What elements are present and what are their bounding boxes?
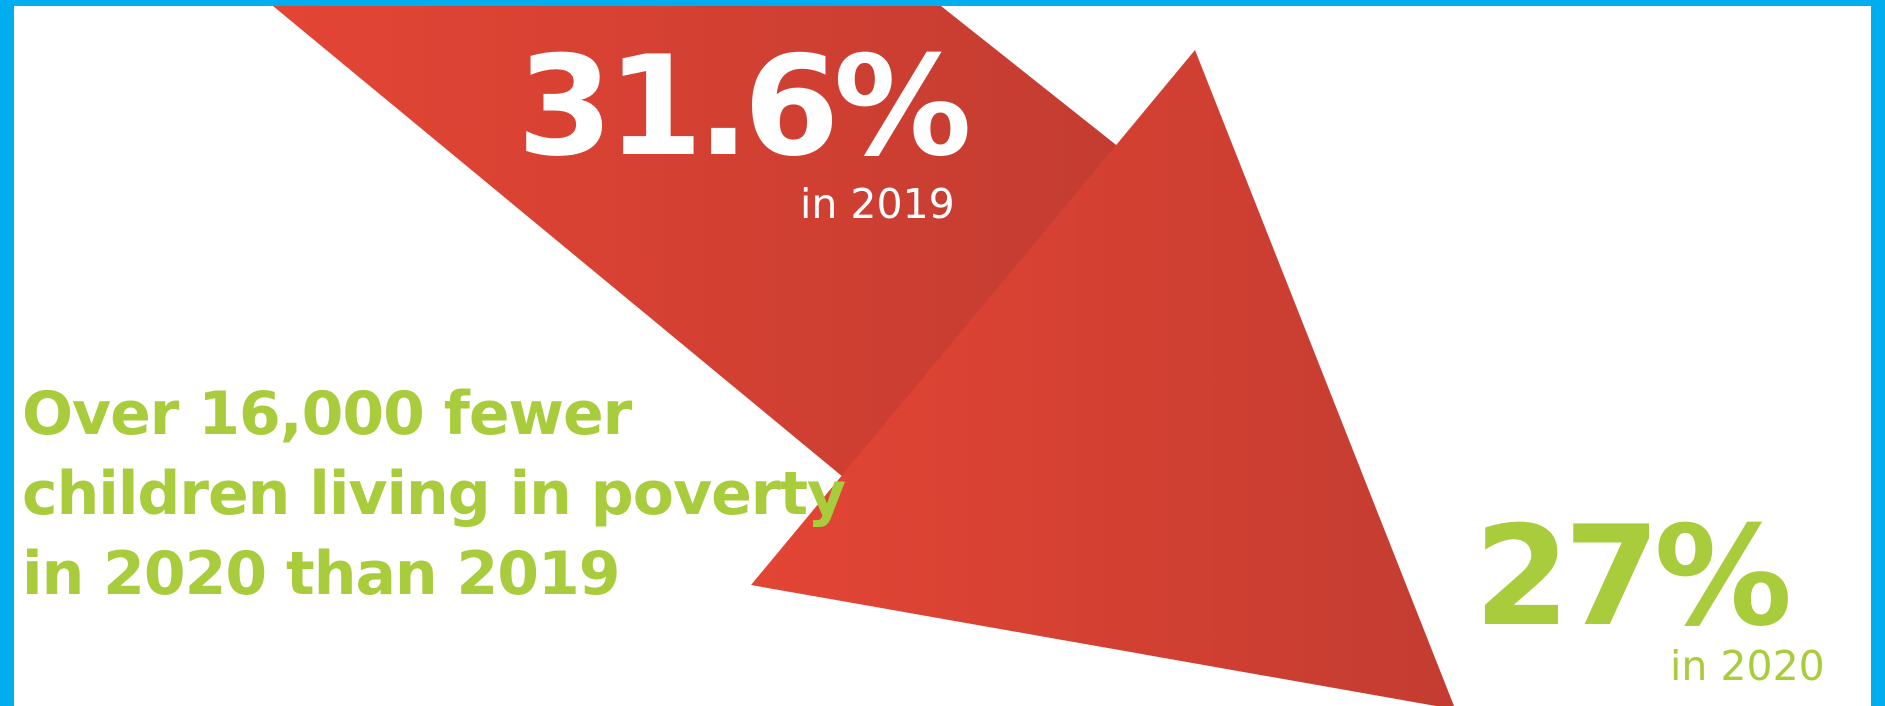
headline-line: in 2020 than 2019 [22, 539, 621, 609]
headline: Over 16,000 fewer children living in pov… [22, 374, 846, 614]
downward-trend-arrow [273, 6, 1454, 706]
stat-2020-value: 27% [1474, 496, 1792, 657]
headline-line: children living in poverty [22, 459, 846, 529]
stat-2019-value: 31.6% [517, 26, 972, 187]
stat-2020-label: in 2020 [1670, 642, 1825, 690]
headline-line: Over 16,000 fewer [22, 379, 632, 449]
arrow-head [751, 50, 1454, 706]
arrow-shaft [273, 6, 1120, 482]
stat-2019-label: in 2019 [800, 180, 955, 228]
